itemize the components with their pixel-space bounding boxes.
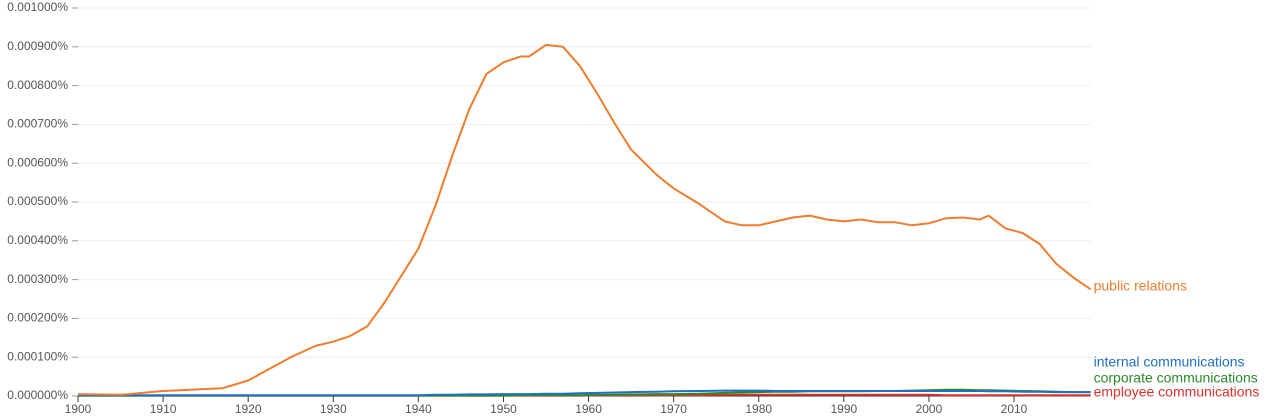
- y-tick-label: 0.001000%: [7, 0, 68, 14]
- y-tick-label: 0.000400%: [7, 233, 68, 247]
- x-tick-label: 1900: [65, 402, 92, 416]
- series-label: internal communications: [1094, 354, 1245, 370]
- series-line: [78, 389, 1091, 397]
- y-tick-label: 0.000800%: [7, 78, 68, 92]
- series-line: [77, 43, 1092, 396]
- series-label: employee communications: [1094, 384, 1260, 400]
- x-tick-label: 2000: [916, 402, 943, 416]
- x-tick-label: 1910: [150, 402, 177, 416]
- x-tick-label: 1960: [575, 402, 602, 416]
- x-tick-label: 1950: [490, 402, 517, 416]
- x-tick-label: 1990: [830, 402, 857, 416]
- x-tick-label: 1920: [235, 402, 262, 416]
- y-tick-label: 0.000300%: [7, 272, 68, 286]
- x-tick-label: 1930: [320, 402, 347, 416]
- x-tick-label: 1980: [745, 402, 772, 416]
- series-label: corporate communications: [1094, 370, 1258, 386]
- x-tick-label: 1940: [405, 402, 432, 416]
- y-tick-label: 0.000600%: [7, 155, 68, 169]
- x-tick-label: 1970: [660, 402, 687, 416]
- y-tick-label: 0.000900%: [7, 39, 68, 53]
- y-tick-label: 0.000700%: [7, 117, 68, 131]
- series-label: public relations: [1094, 278, 1187, 294]
- y-tick-label: 0.000200%: [7, 311, 68, 325]
- y-tick-label: 0.000000%: [7, 388, 68, 402]
- y-tick-label: 0.000500%: [7, 194, 68, 208]
- y-tick-label: 0.000100%: [7, 349, 68, 363]
- x-tick-label: 2010: [1001, 402, 1028, 416]
